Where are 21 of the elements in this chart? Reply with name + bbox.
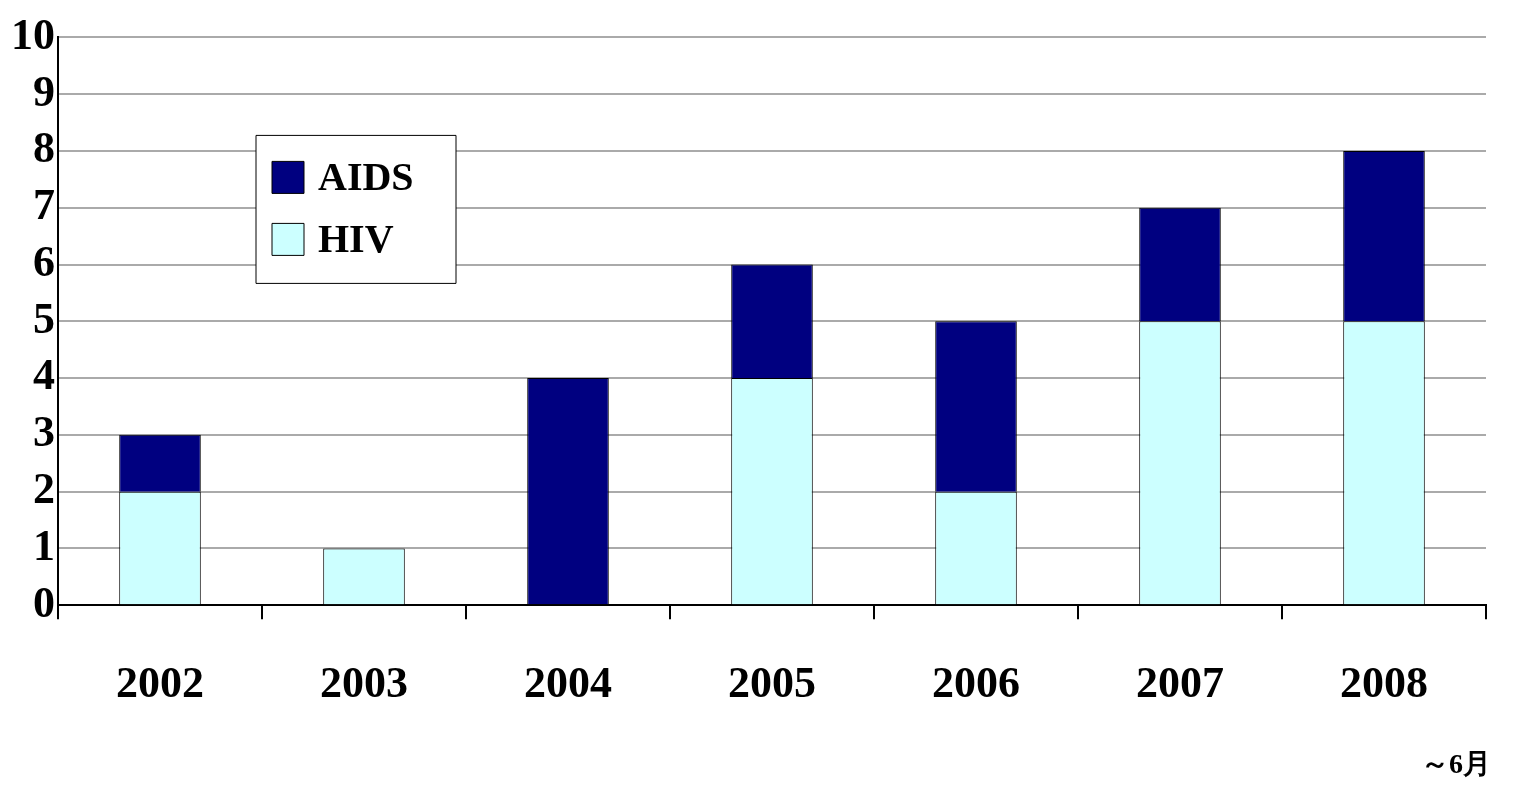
x-tick-label: 2003 <box>320 657 408 707</box>
legend-label: AIDS <box>318 153 414 199</box>
y-tick-label: 3 <box>33 407 55 457</box>
y-tick-label: 1 <box>33 520 55 570</box>
y-tick-label: 7 <box>33 180 55 230</box>
y-tick-label: 5 <box>33 293 55 343</box>
y-tick-label: 4 <box>33 350 55 400</box>
text: ～6月 <box>1421 748 1491 780</box>
x-tick-label: 2008 <box>1340 657 1428 707</box>
y-tick-label: 6 <box>33 236 55 286</box>
y-tick-label: 2 <box>33 464 55 513</box>
y-tick-label: 0 <box>33 577 55 627</box>
legend-label: HIV <box>318 215 394 261</box>
x-tick-label: 2004 <box>524 657 612 707</box>
y-tick-label: 8 <box>33 123 55 173</box>
x-tick-label: 2007 <box>1136 657 1224 707</box>
y-tick-label: 10 <box>11 9 55 59</box>
x-tick-label: 2006 <box>932 657 1020 707</box>
x-tick-label: 2005 <box>728 657 816 707</box>
x-tick-label: 2002 <box>116 657 204 707</box>
y-tick-label: 9 <box>33 66 55 116</box>
